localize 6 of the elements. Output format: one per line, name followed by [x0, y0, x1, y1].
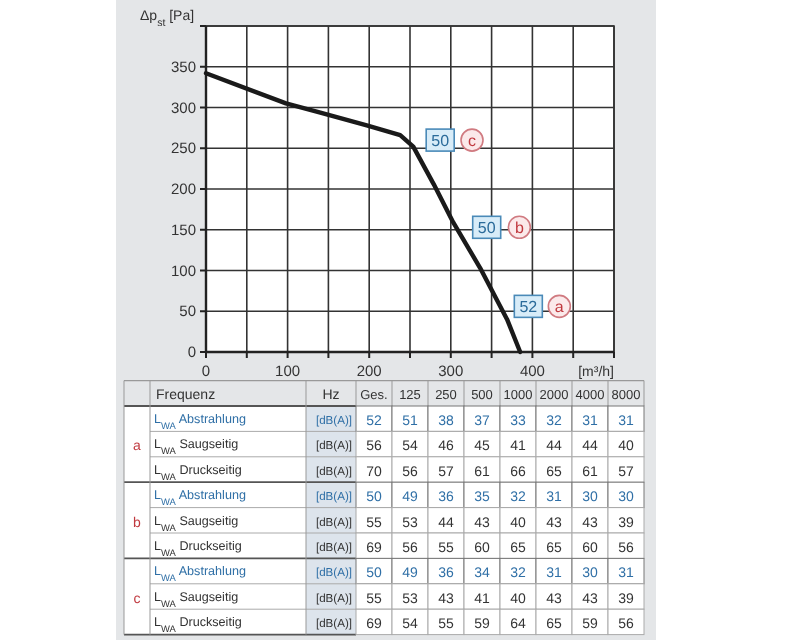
annotation: c	[468, 131, 477, 150]
annotation: a	[554, 297, 565, 316]
annotation: b	[514, 218, 525, 237]
annotation: 52	[519, 298, 539, 317]
annotation: 50	[477, 219, 497, 238]
annotation: 50	[431, 132, 451, 151]
